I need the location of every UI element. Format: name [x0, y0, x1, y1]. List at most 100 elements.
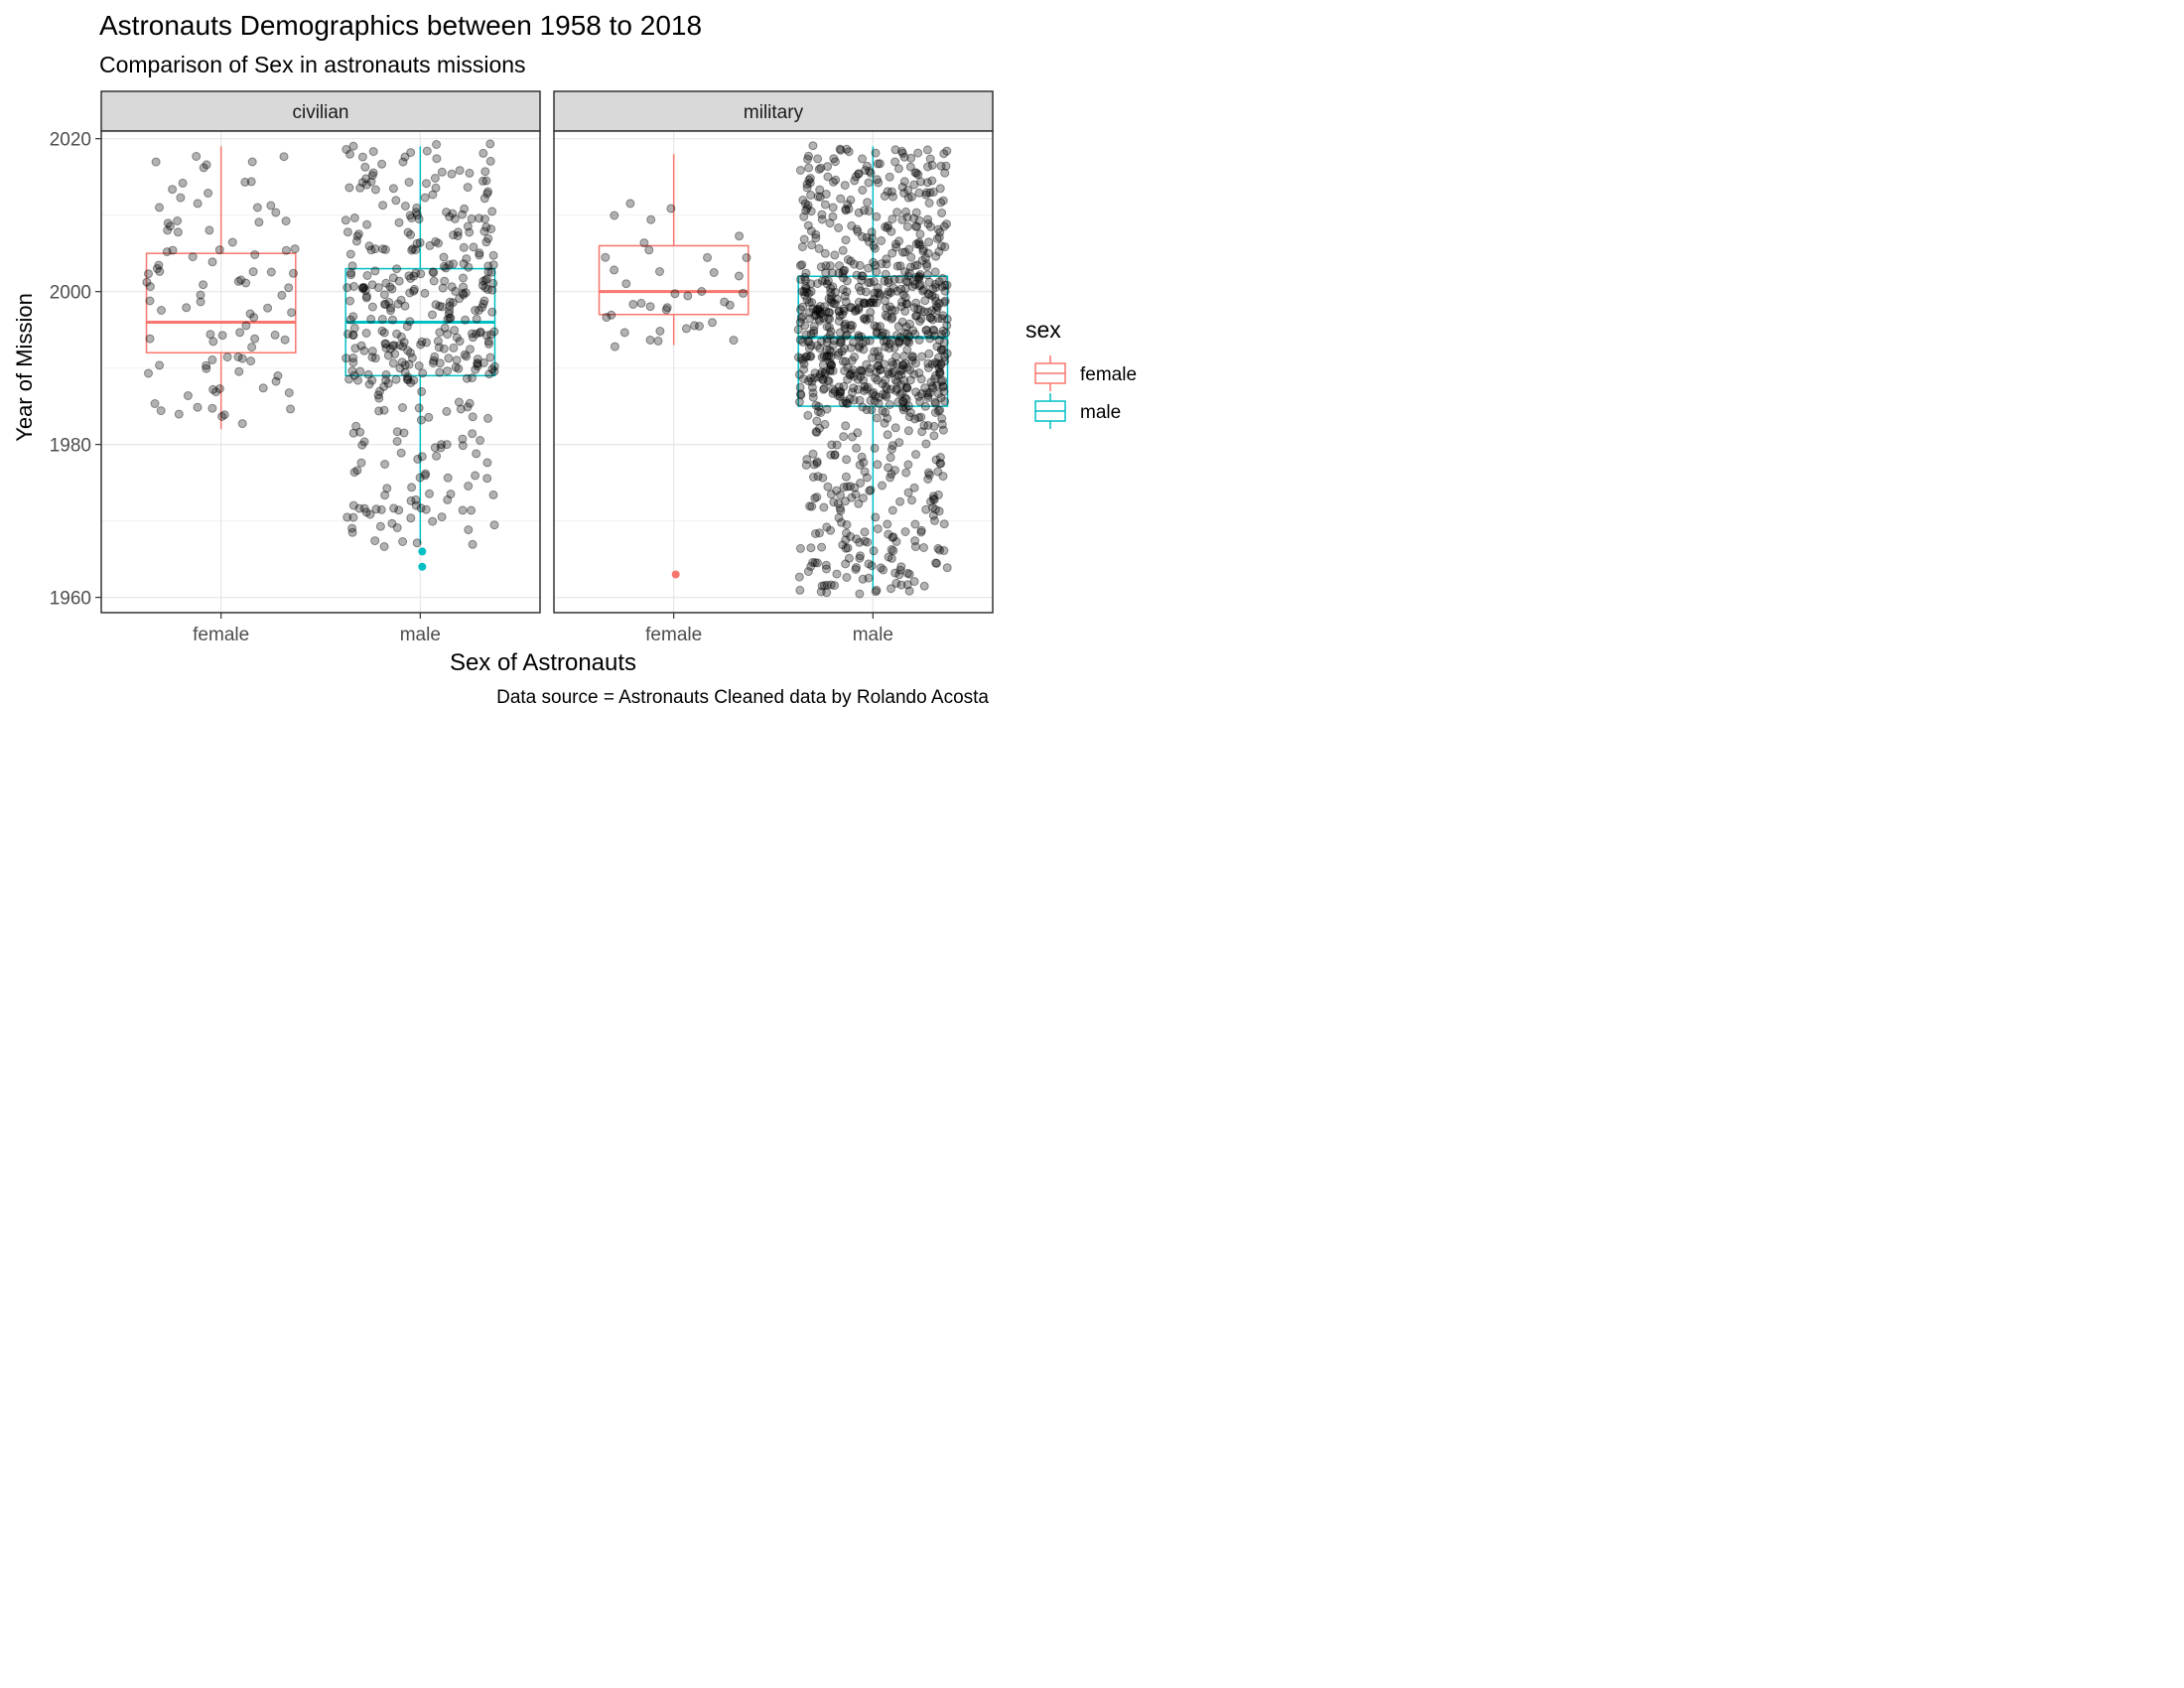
data-point — [465, 398, 475, 408]
data-point — [475, 250, 484, 260]
data-point — [909, 213, 918, 223]
data-point — [478, 276, 488, 286]
data-point — [937, 209, 947, 217]
x-tick-label: male — [853, 625, 893, 645]
data-point — [815, 185, 825, 195]
data-point — [827, 297, 837, 307]
data-point — [823, 172, 833, 182]
data-point — [915, 240, 925, 250]
data-point — [468, 412, 478, 422]
data-point — [394, 505, 404, 515]
data-point — [900, 247, 910, 257]
data-point — [922, 326, 932, 335]
data-point — [809, 460, 819, 470]
data-point — [813, 407, 823, 416]
data-point — [858, 402, 868, 412]
data-point — [817, 542, 827, 552]
data-point — [388, 315, 397, 325]
data-point — [909, 303, 919, 313]
data-point — [854, 297, 864, 307]
data-point — [828, 365, 838, 375]
data-point — [808, 558, 818, 567]
data-point — [823, 375, 833, 385]
data-point — [483, 267, 493, 277]
data-point — [467, 213, 477, 223]
data-point — [803, 567, 813, 577]
data-point — [936, 393, 946, 403]
data-point — [217, 412, 227, 421]
data-point — [887, 584, 895, 594]
data-point — [371, 504, 381, 514]
data-point — [848, 321, 857, 331]
data-point — [801, 352, 811, 362]
data-point — [826, 327, 836, 337]
data-point — [863, 382, 873, 392]
data-point — [838, 310, 848, 320]
data-point — [911, 272, 921, 282]
data-point — [808, 141, 818, 151]
data-point — [825, 261, 835, 271]
data-point — [836, 194, 846, 204]
data-point — [451, 362, 461, 372]
data-point — [828, 203, 838, 212]
data-point — [916, 314, 926, 324]
x-axis-title: Sex of Astronauts — [450, 649, 636, 676]
data-point — [911, 311, 920, 321]
data-point — [924, 237, 934, 247]
data-point — [831, 175, 841, 185]
data-point — [820, 200, 830, 210]
data-point — [874, 398, 884, 408]
data-point — [811, 305, 821, 315]
data-point — [926, 377, 936, 387]
data-point — [880, 192, 889, 201]
data-point — [899, 152, 909, 162]
data-point — [928, 510, 938, 520]
data-point — [926, 496, 935, 506]
data-point — [927, 306, 937, 316]
data-point — [848, 387, 857, 397]
data-point — [834, 348, 844, 357]
data-point — [873, 360, 883, 370]
data-point — [488, 250, 498, 260]
data-point — [380, 300, 390, 310]
data-point — [806, 279, 816, 289]
data-point — [937, 330, 947, 340]
data-point — [911, 208, 921, 217]
data-point — [841, 205, 851, 214]
data-point — [362, 271, 372, 280]
data-point — [929, 431, 939, 441]
data-point — [188, 252, 198, 262]
data-point — [929, 494, 939, 504]
data-point — [853, 374, 863, 384]
data-point — [284, 388, 294, 398]
data-point — [653, 336, 663, 346]
data-point — [845, 370, 855, 380]
data-point — [430, 174, 440, 183]
data-point — [850, 483, 860, 492]
data-point — [246, 356, 256, 366]
data-point — [367, 347, 377, 356]
data-point — [284, 283, 294, 293]
data-point — [804, 337, 814, 347]
data-point — [834, 512, 844, 522]
data-point — [871, 148, 881, 158]
data-point — [348, 330, 358, 340]
data-point — [934, 336, 944, 346]
data-point — [895, 389, 905, 399]
data-point — [942, 349, 952, 358]
data-point — [841, 543, 851, 553]
data-point — [863, 537, 873, 547]
data-point — [450, 326, 460, 336]
data-point — [864, 236, 874, 246]
data-point — [895, 366, 905, 376]
data-point — [840, 344, 849, 353]
data-point — [400, 301, 410, 311]
data-point — [825, 308, 835, 318]
data-point — [857, 271, 867, 281]
data-point — [804, 163, 814, 173]
data-point — [869, 294, 879, 304]
data-point — [874, 361, 884, 371]
data-point — [345, 249, 355, 259]
data-point — [824, 322, 834, 332]
